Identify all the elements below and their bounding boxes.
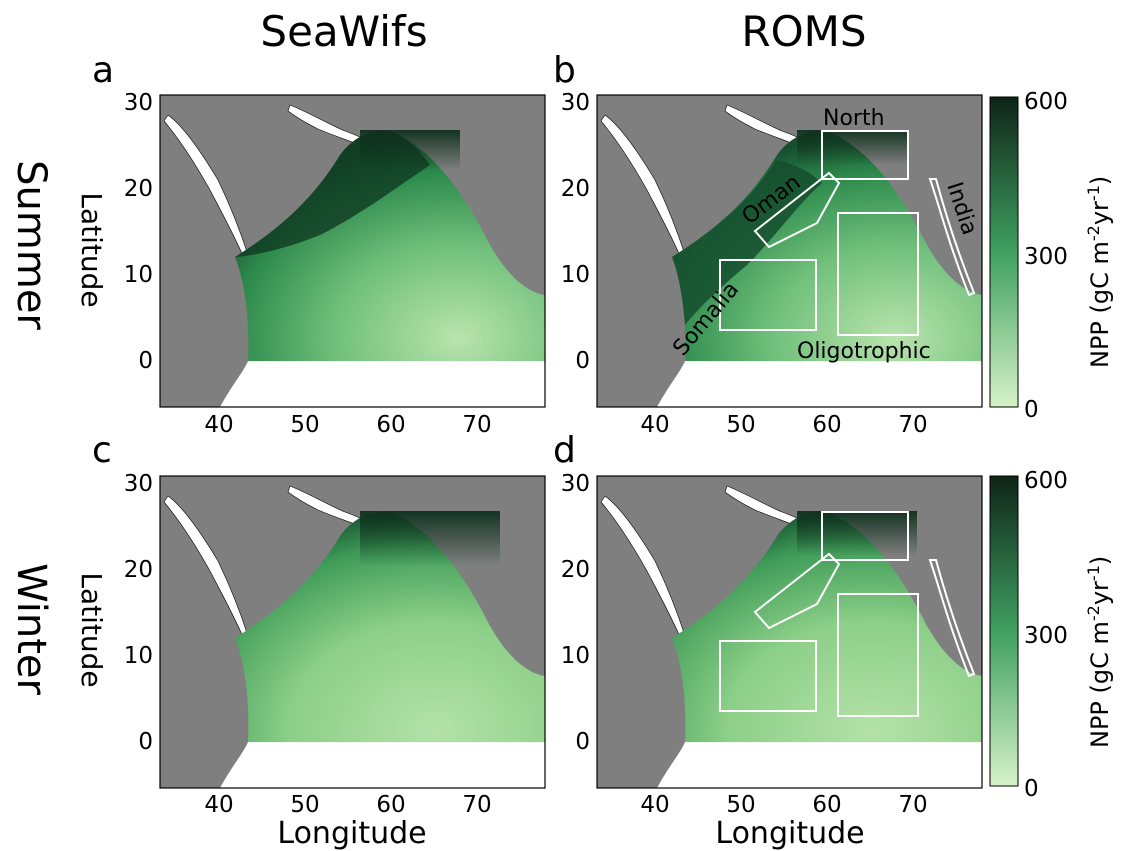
lon-tick: 40 [640, 412, 669, 438]
lat-tick: 20 [561, 176, 590, 202]
map-panel-c [159, 475, 546, 789]
region-box-north [821, 130, 909, 180]
region-label-oligotrophic: Oligotrophic [797, 339, 931, 364]
lon-tick: 50 [726, 792, 755, 818]
region-box-oligotrophic [837, 593, 919, 717]
lat-tick: 0 [138, 729, 153, 755]
colorbar-label: NPP (gC m-2yr-1) [1084, 176, 1114, 368]
lon-ticks-d: 40 50 60 70 [640, 792, 927, 818]
colorbar-tick: 300 [1024, 244, 1068, 270]
lon-tick: 50 [290, 792, 319, 818]
colorbar-top: 600 300 0 NPP (gC m-2yr-1) [989, 89, 1114, 423]
xlabel-c: Longitude [277, 816, 426, 851]
panel-letter-b: b [553, 50, 576, 91]
lon-tick: 40 [204, 792, 233, 818]
lon-tick: 60 [812, 412, 841, 438]
colorbar-tick: 0 [1024, 397, 1039, 423]
colorbar-tick: 600 [1024, 468, 1068, 494]
map-panel-d [596, 475, 983, 789]
region-label-north: North [823, 106, 885, 131]
lat-tick: 30 [124, 471, 153, 497]
lat-ticks-b: 30 20 10 0 [561, 90, 590, 374]
region-box-oman [753, 171, 841, 249]
region-box-north [821, 511, 909, 561]
lon-tick: 70 [898, 412, 927, 438]
lat-tick: 0 [575, 348, 590, 374]
panel-letter-a: a [92, 50, 114, 91]
lat-tick: 30 [124, 90, 153, 116]
region-box-somalia [719, 259, 817, 331]
row-title-top: Summer [8, 160, 54, 330]
xlabel-d: Longitude [715, 816, 864, 851]
region-box-oligotrophic [837, 212, 919, 336]
row-title-bottom: Winter [8, 563, 54, 695]
lat-tick: 20 [124, 176, 153, 202]
lat-ticks-a: 30 20 10 0 [124, 90, 153, 374]
ylabel-a: Latitude [75, 192, 108, 307]
lat-ticks-c: 30 20 10 0 [124, 471, 153, 755]
map-panel-a [159, 94, 546, 408]
lon-tick: 70 [462, 792, 491, 818]
lon-ticks-b: 40 50 60 70 [640, 412, 927, 438]
colorbar-tick: 300 [1024, 623, 1068, 649]
lat-tick: 10 [561, 643, 590, 669]
lon-tick: 70 [462, 412, 491, 438]
panel-letter-c: c [92, 430, 112, 471]
column-title-left: SeaWifs [260, 7, 427, 56]
lon-tick: 40 [204, 412, 233, 438]
panel-letter-d: d [553, 430, 576, 471]
colorbar-tick: 0 [1024, 776, 1039, 802]
lat-tick: 10 [561, 262, 590, 288]
lat-tick: 20 [124, 557, 153, 583]
colorbar-label: NPP (gC m-2yr-1) [1084, 556, 1114, 748]
ylabel-c: Latitude [75, 572, 108, 687]
lat-tick: 0 [575, 729, 590, 755]
region-box-oman [753, 552, 841, 630]
lat-tick: 30 [561, 90, 590, 116]
lat-tick: 10 [124, 643, 153, 669]
lon-ticks-c: 40 50 60 70 [204, 792, 491, 818]
lon-tick: 70 [898, 792, 927, 818]
lon-tick: 50 [726, 412, 755, 438]
lat-tick: 30 [561, 471, 590, 497]
column-title-right: ROMS [741, 7, 866, 56]
lon-tick: 50 [290, 412, 319, 438]
colorbar-bottom: 600 300 0 NPP (gC m-2yr-1) [989, 468, 1114, 802]
colorbar-tick: 600 [1024, 89, 1068, 115]
lon-ticks-a: 40 50 60 70 [204, 412, 491, 438]
lon-tick: 60 [376, 792, 405, 818]
lat-ticks-d: 30 20 10 0 [561, 471, 590, 755]
lon-tick: 40 [640, 792, 669, 818]
lat-tick: 20 [561, 557, 590, 583]
lon-tick: 60 [812, 792, 841, 818]
lat-tick: 0 [138, 348, 153, 374]
map-panel-b: North Oman India Somalia Oligotrophic [596, 94, 983, 408]
region-box-india [928, 559, 976, 678]
region-box-somalia [719, 640, 817, 712]
region-box-india [928, 178, 976, 297]
lat-tick: 10 [124, 262, 153, 288]
lon-tick: 60 [376, 412, 405, 438]
